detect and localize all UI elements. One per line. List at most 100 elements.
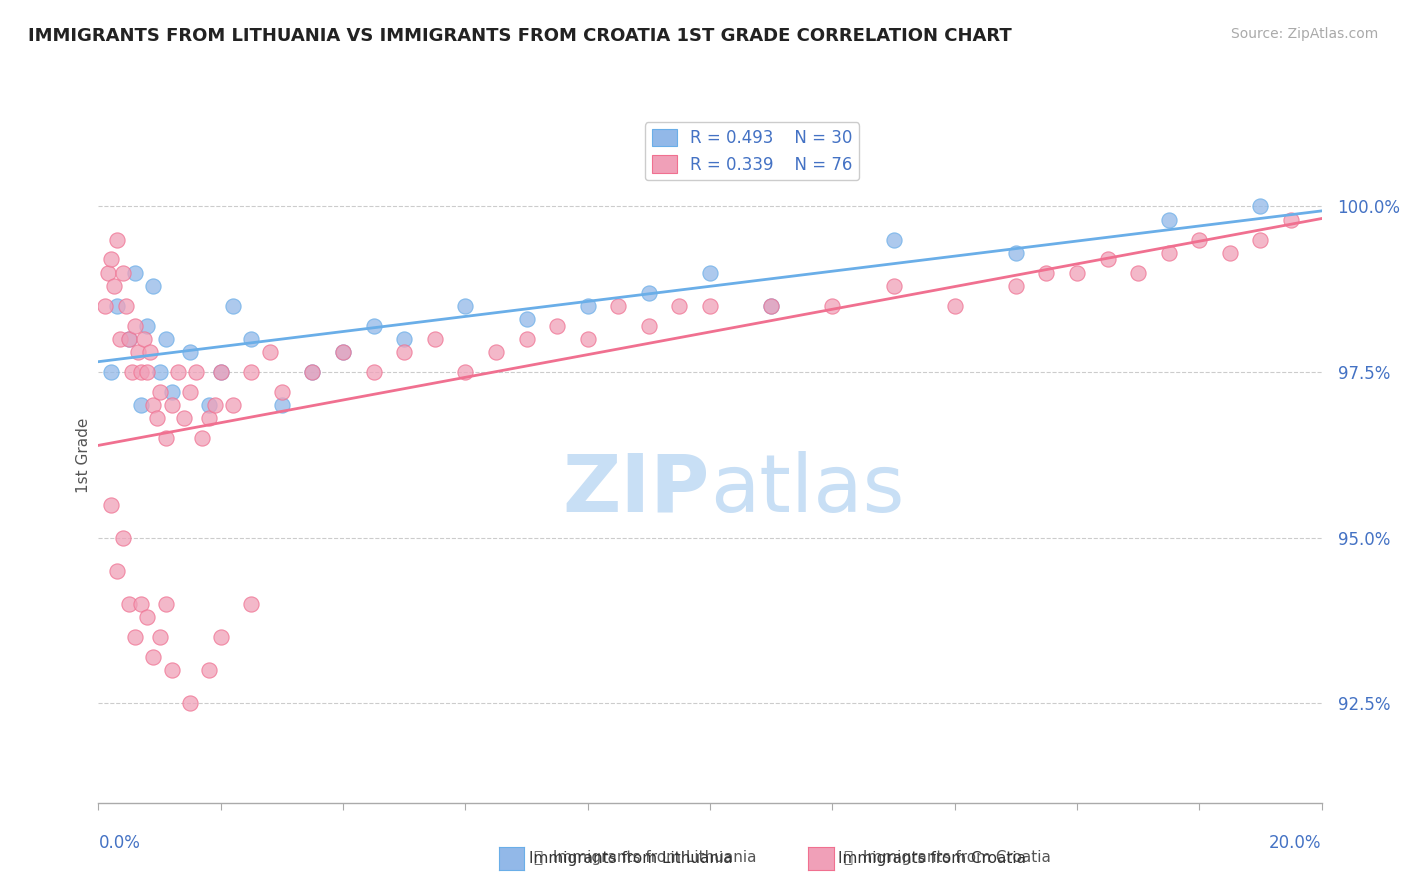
Point: [118, 332, 141, 346]
Point: [301, 365, 323, 379]
Point: [142, 279, 165, 293]
Point: [1219, 245, 1241, 260]
Point: [149, 365, 172, 379]
Point: [179, 697, 201, 711]
Point: [209, 630, 232, 644]
Point: [111, 531, 134, 545]
Point: [149, 384, 172, 399]
Point: [1004, 279, 1026, 293]
Point: [363, 365, 385, 379]
Text: Immigrants from Croatia: Immigrants from Croatia: [838, 851, 1026, 866]
Point: [179, 345, 201, 359]
Point: [392, 332, 416, 346]
Point: [127, 345, 149, 359]
Point: [1097, 252, 1119, 267]
Point: [197, 411, 219, 425]
Point: [124, 318, 146, 333]
Point: [240, 365, 263, 379]
Point: [761, 299, 783, 313]
Point: [363, 318, 385, 333]
Point: [454, 365, 477, 379]
Point: [115, 299, 138, 313]
Point: [761, 299, 783, 313]
Point: [93, 299, 115, 313]
Point: [160, 663, 183, 677]
Point: [105, 233, 128, 247]
Point: [485, 345, 508, 359]
Point: [142, 398, 165, 412]
Point: [118, 597, 141, 611]
Point: [332, 345, 354, 359]
Text: Immigrants from Lithuania: Immigrants from Lithuania: [529, 851, 733, 866]
Point: [209, 365, 232, 379]
Point: [100, 252, 122, 267]
Point: [332, 345, 354, 359]
Point: [155, 431, 177, 445]
Point: [883, 279, 905, 293]
Point: [186, 365, 208, 379]
Point: [105, 299, 128, 313]
Point: [1035, 266, 1057, 280]
Point: [240, 597, 263, 611]
Point: [155, 332, 177, 346]
Point: [883, 233, 905, 247]
Point: [821, 299, 844, 313]
Point: [222, 299, 245, 313]
Point: [454, 299, 477, 313]
Point: [136, 365, 159, 379]
Point: [270, 384, 294, 399]
Point: [943, 299, 966, 313]
Text: atlas: atlas: [710, 450, 904, 529]
Point: [136, 318, 159, 333]
Point: [637, 285, 661, 300]
Point: [1250, 199, 1272, 213]
Point: [149, 630, 172, 644]
Point: [516, 312, 538, 326]
Point: [204, 398, 226, 412]
Point: [142, 650, 165, 665]
Point: [129, 398, 152, 412]
Point: [1188, 233, 1211, 247]
Point: [699, 299, 721, 313]
Y-axis label: 1st Grade: 1st Grade: [76, 417, 91, 492]
Legend: R = 0.493    N = 30, R = 0.339    N = 76: R = 0.493 N = 30, R = 0.339 N = 76: [645, 122, 859, 180]
Point: [1250, 233, 1272, 247]
Point: [1128, 266, 1150, 280]
Point: [1004, 245, 1026, 260]
Point: [270, 398, 294, 412]
Point: [1279, 212, 1302, 227]
Point: [173, 411, 195, 425]
Point: [1157, 245, 1180, 260]
Point: [100, 498, 122, 512]
Point: [121, 365, 143, 379]
Point: [576, 332, 599, 346]
Point: [129, 597, 152, 611]
Text: 20.0%: 20.0%: [1270, 834, 1322, 852]
Point: [699, 266, 721, 280]
Point: [392, 345, 416, 359]
Point: [145, 411, 167, 425]
Text: ⬜  Immigrants from Croatia: ⬜ Immigrants from Croatia: [844, 850, 1050, 865]
Point: [240, 332, 263, 346]
Point: [129, 365, 152, 379]
Text: ⬜  Immigrants from Lithuania: ⬜ Immigrants from Lithuania: [534, 850, 756, 865]
Point: [423, 332, 446, 346]
Point: [124, 630, 146, 644]
Point: [1066, 266, 1088, 280]
Point: [124, 266, 146, 280]
Point: [155, 597, 177, 611]
Point: [197, 663, 219, 677]
Point: [668, 299, 690, 313]
Text: 0.0%: 0.0%: [98, 834, 141, 852]
Point: [167, 365, 190, 379]
Point: [136, 610, 159, 624]
Point: [197, 398, 219, 412]
Point: [637, 318, 661, 333]
Point: [222, 398, 245, 412]
Point: [259, 345, 281, 359]
Point: [139, 345, 162, 359]
Point: [111, 266, 134, 280]
Point: [105, 564, 128, 578]
Text: Source: ZipAtlas.com: Source: ZipAtlas.com: [1230, 27, 1378, 41]
Point: [103, 279, 125, 293]
